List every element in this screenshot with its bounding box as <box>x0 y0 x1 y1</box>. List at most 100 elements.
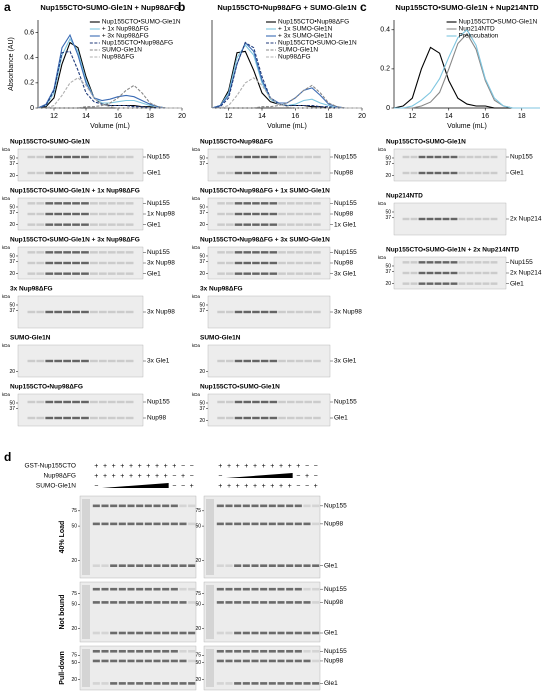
gel-band <box>278 202 286 205</box>
gel-band <box>36 251 45 254</box>
gel-band <box>36 416 45 420</box>
gel-band <box>107 310 116 314</box>
kda-label: 20 <box>199 369 205 375</box>
sign: − <box>190 473 194 480</box>
x-tick-label: 16 <box>481 113 489 120</box>
x-tick-label: 16 <box>291 113 299 120</box>
series-line <box>394 32 540 109</box>
sign: + <box>112 463 116 470</box>
gel-band <box>179 587 187 591</box>
gel-band <box>217 359 225 363</box>
gel-band <box>252 400 260 404</box>
band-label: Gle1 <box>324 630 338 637</box>
band-label: Nup155 <box>324 586 347 593</box>
gel-band <box>234 261 243 265</box>
gel-band <box>217 400 225 404</box>
gel-band <box>277 504 285 508</box>
gel-band <box>260 171 269 175</box>
kda-unit: kDa <box>2 147 10 152</box>
gel-title: Nup155CTO•SUMO-Gle1N <box>200 384 280 391</box>
gel-band <box>81 155 89 159</box>
gel-band <box>98 272 107 275</box>
gel-band <box>81 416 89 420</box>
gel-band <box>243 212 251 216</box>
gel-band <box>110 682 118 685</box>
gel-band <box>286 631 294 635</box>
ladder-lane <box>82 499 90 575</box>
gel-band <box>110 659 118 663</box>
gel-band <box>225 659 233 663</box>
gel-band <box>226 171 234 175</box>
gel-band <box>313 310 321 314</box>
gel-band <box>170 564 178 567</box>
gel-band <box>243 359 251 363</box>
gel-band <box>225 587 233 591</box>
gel-band <box>418 171 426 175</box>
gel-band <box>144 649 152 653</box>
row-header: GST-Nup155CTO <box>24 463 76 470</box>
kda-unit: kDa <box>192 343 200 348</box>
sign: − <box>172 483 176 490</box>
sign: + <box>227 483 231 490</box>
gel-band <box>118 682 126 685</box>
kda-label: 50 <box>9 253 15 259</box>
kda-label: 50 <box>385 209 391 215</box>
gel-band <box>188 649 196 653</box>
gel-band <box>268 601 276 604</box>
gel-band <box>81 310 89 314</box>
gel-band <box>188 587 196 591</box>
gel-band <box>116 359 125 363</box>
kda-label: 50 <box>9 204 15 210</box>
kda-label: 20 <box>9 222 15 228</box>
gel-band <box>107 251 116 254</box>
gel-band <box>312 587 320 591</box>
gel-band <box>27 155 36 159</box>
gel-band <box>303 659 311 663</box>
gel-band <box>90 202 98 205</box>
gel-band <box>45 400 54 404</box>
gel-band <box>303 587 311 591</box>
kda-label: 50 <box>9 400 15 406</box>
gel-band <box>179 564 187 567</box>
gel-band <box>295 251 304 254</box>
gel-band <box>458 171 466 175</box>
series-line <box>394 28 540 109</box>
gel-band <box>234 504 242 508</box>
gel-band <box>287 171 295 175</box>
gel-band <box>234 359 243 363</box>
gel-title: 3x Nup98ΔFG <box>10 286 53 293</box>
band-label: Nup155 <box>334 399 357 406</box>
gel-band <box>125 359 134 363</box>
gel-band <box>45 272 54 275</box>
gel-band <box>287 400 295 404</box>
gel-band <box>278 223 286 226</box>
gel-band <box>226 261 234 265</box>
gel-band <box>410 261 418 264</box>
kda-label: 50 <box>199 302 205 308</box>
gel-band <box>101 649 109 653</box>
gel-band <box>313 223 321 226</box>
gel-band <box>170 659 178 663</box>
gel-band <box>251 659 259 663</box>
gel-band <box>92 649 100 653</box>
gel-band <box>304 261 312 265</box>
gel-title: Nup155CTO•SUMO-Gle1N + 1x Nup98ΔFG <box>10 188 140 195</box>
gel-band <box>268 659 276 663</box>
band-label: Nup155 <box>510 154 533 161</box>
gel-band <box>144 659 152 663</box>
gel-band <box>295 261 304 265</box>
gel-band <box>188 631 196 635</box>
gel-band <box>490 282 498 285</box>
gel-band <box>188 564 196 567</box>
ladder-lane <box>206 585 214 639</box>
gel-band <box>252 272 260 275</box>
gel-band <box>313 212 321 216</box>
kda-label: 50 <box>199 400 205 406</box>
kda-unit: kDa <box>2 196 10 201</box>
gel-band <box>136 587 144 591</box>
gel-band <box>313 155 321 159</box>
gel-band <box>63 272 71 275</box>
gel-band <box>304 171 312 175</box>
gel-band <box>278 416 286 420</box>
series-line <box>38 77 182 109</box>
